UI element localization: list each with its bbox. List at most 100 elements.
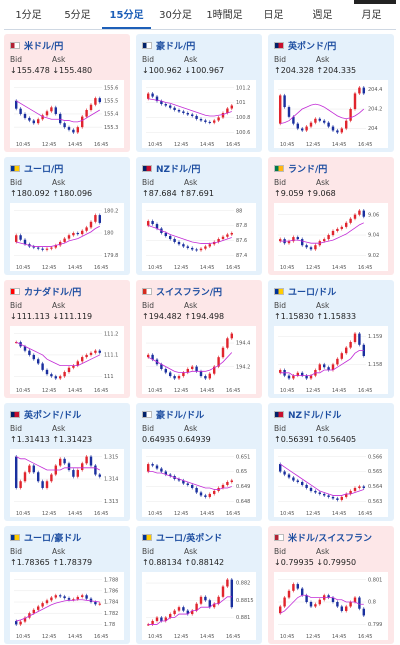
chart-background	[142, 326, 256, 394]
pair-title[interactable]: ユーロ/ドル	[288, 287, 337, 298]
x-tick-label: 16:45	[358, 511, 372, 517]
x-tick-label: 16:45	[94, 142, 108, 148]
pair-title[interactable]: 豪ドル/円	[156, 41, 196, 52]
price-values: ↓111.113 ↓111.119	[10, 312, 92, 321]
x-tick-label: 16:45	[358, 388, 372, 394]
pair-title[interactable]: ユーロ/英ポンド	[156, 533, 223, 544]
rate-card[interactable]: 豪ドル/円 Bid Ask ↓100.962 ↓100.967 101.2 101 100.…	[136, 34, 262, 152]
candle	[344, 606, 348, 611]
tab-1[interactable]: 5分足	[64, 10, 91, 21]
x-tick-label: 10:45	[148, 388, 162, 394]
pair-title[interactable]: ユーロ/円	[24, 164, 64, 175]
moving-average-line	[16, 341, 100, 367]
candle	[199, 492, 203, 496]
candle	[164, 617, 168, 621]
pair-title[interactable]: 米ドル/円	[24, 41, 64, 52]
ask-value: 87.691	[185, 189, 214, 198]
ask-label: Ask	[52, 301, 66, 310]
bid-value: 204.328	[280, 66, 314, 75]
pair-title[interactable]: スイスフラン/円	[156, 287, 223, 298]
ask-arrow: ↓	[52, 66, 60, 75]
candle	[186, 112, 190, 115]
timeframe-tabs: 1分足 5分足 15分足 30分足 1時間足 日足 週足 月足	[4, 4, 396, 30]
rate-card[interactable]: ユーロ/ドル Bid Ask ↑1.15830 ↑1.15833 1.159 1.158 1…	[268, 280, 394, 398]
tab-4[interactable]: 1時間足	[206, 10, 243, 21]
pair-title[interactable]: 英ポンド/ドル	[24, 410, 82, 421]
y-tick-label: 1.159	[368, 334, 382, 340]
candle	[54, 595, 58, 598]
candle	[168, 614, 172, 618]
rate-card[interactable]: ユーロ/英ポンド Bid Ask ↑0.88134 ↑0.88142 0.882 0.88…	[136, 526, 262, 644]
rate-card[interactable]: ユーロ/円 Bid Ask ↑180.092 ↑180.096 180.2 180 179.…	[4, 157, 130, 275]
y-tick-label: 100.6	[236, 130, 250, 136]
candle	[23, 113, 27, 118]
tab-7[interactable]: 月足	[361, 10, 382, 21]
card-header: 米ドル/円	[10, 39, 64, 52]
price-values: ↑0.56391 ↑0.56405	[274, 435, 356, 444]
chart-background	[274, 449, 388, 517]
y-tick-label: 88	[236, 208, 242, 214]
candle	[349, 602, 352, 607]
y-tick-label: 194.2	[236, 364, 250, 370]
rate-card[interactable]: スイスフラン/円 Bid Ask ↑194.482 ↑194.498 194.4 194.…	[136, 280, 262, 398]
ask-value: 111.119	[59, 312, 93, 321]
candle	[32, 465, 36, 473]
ask-value: 1.78379	[59, 558, 93, 567]
candle	[296, 480, 300, 482]
y-tick-label: 9.04	[368, 233, 379, 239]
rate-card[interactable]: NZドル/ドル Bid Ask ↑0.56391 ↑0.56405 0.566 0.565…	[268, 403, 394, 521]
ask-arrow: ↓	[184, 66, 192, 75]
chart-background	[274, 203, 388, 271]
rate-card[interactable]: カナダドル/円 Bid Ask ↓111.113 ↓111.119 111.2 111.1…	[4, 280, 130, 398]
rate-card[interactable]: ランド/円 Bid Ask ↑9.059 ↑9.068 9.06 9.04 9.02 10:4…	[268, 157, 394, 275]
trend-arrow: ↓	[10, 66, 17, 75]
rate-card[interactable]: 英ポンド/ドル Bid Ask ↑1.31413 ↑1.31423 1.315 1.314…	[4, 403, 130, 521]
bid-value: 87.684	[148, 189, 177, 198]
candle	[230, 233, 234, 235]
candle	[190, 114, 194, 116]
candle	[32, 246, 36, 248]
candle	[305, 595, 308, 602]
rate-card[interactable]: 米ドル/円 Bid Ask ↓155.478 ↓155.480 155.6 155.5 15…	[4, 34, 130, 152]
candle	[72, 470, 75, 477]
x-tick-label: 12:45	[42, 634, 56, 640]
candle	[72, 233, 75, 236]
candle	[45, 600, 49, 604]
pair-title[interactable]: 豪ドル/ドル	[156, 410, 205, 421]
pair-title[interactable]: NZドル/円	[156, 164, 201, 175]
pair-title[interactable]: NZドル/ドル	[288, 410, 342, 421]
tab-5[interactable]: 日足	[263, 10, 284, 21]
pair-title[interactable]: カナダドル/円	[24, 287, 82, 298]
candle	[344, 222, 348, 227]
y-tick-label: 0.8815	[236, 598, 254, 604]
candle	[309, 122, 313, 127]
candle	[292, 584, 295, 591]
candle	[204, 246, 207, 249]
rate-card[interactable]: 英ポンド/円 Bid Ask ↑204.328 ↑204.335 204.4 204.2 2…	[268, 34, 394, 152]
rate-card[interactable]: NZドル/円 Bid Ask ↑87.684 ↑87.691 88 87.8 87.6 87.…	[136, 157, 262, 275]
candle	[41, 248, 44, 250]
candle	[80, 116, 84, 128]
pair-title[interactable]: 米ドル/スイスフラン	[288, 533, 373, 544]
tab-3[interactable]: 30分足	[159, 10, 192, 21]
tab-2[interactable]: 15分足	[102, 4, 151, 29]
y-tick-label: 1.314	[104, 477, 118, 483]
pair-title[interactable]: ランド/円	[288, 164, 328, 175]
rate-card[interactable]: ユーロ/豪ドル Bid Ask ↑1.78365 ↑1.78379 1.788 1.786…	[4, 526, 130, 644]
tab-6[interactable]: 週足	[312, 10, 333, 21]
pair-title[interactable]: 英ポンド/円	[288, 41, 337, 52]
x-tick-label: 16:45	[226, 511, 240, 517]
chart-background	[10, 449, 124, 517]
candle	[314, 245, 317, 250]
card-header: 英ポンド/ドル	[10, 408, 82, 421]
rate-card[interactable]: 豪ドル/ドル Bid Ask 0.64935 0.64939 0.651 0.65 0.64…	[136, 403, 262, 521]
tab-0[interactable]: 1分足	[15, 10, 42, 21]
chart-background	[142, 449, 256, 517]
pair-title[interactable]: ユーロ/豪ドル	[24, 533, 82, 544]
candle	[212, 490, 216, 494]
ask-arrow: ↑	[52, 435, 60, 444]
candle	[208, 493, 212, 497]
candle	[14, 621, 18, 625]
price-chart: 9.06 9.04 9.02 10:45 12:45 14:45 16:45	[274, 203, 388, 271]
rate-card[interactable]: 米ドル/スイスフラン Bid Ask ↓0.79935 ↓0.79950 0.801 0.…	[268, 526, 394, 644]
